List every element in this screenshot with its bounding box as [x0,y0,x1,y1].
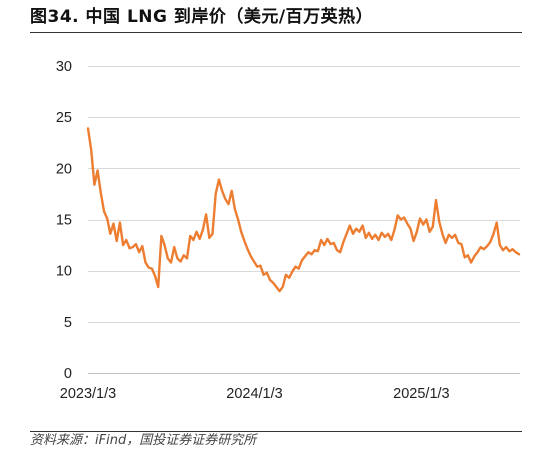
source-rule [30,431,522,432]
y-axis-tick-labels: 0 5 10 15 20 25 30 [56,59,72,382]
y-tick-label-5: 5 [64,315,72,331]
series-line [86,127,521,293]
y-tick-label-30: 30 [56,59,72,75]
x-axis-tick-labels: 2023/1/3 2024/1/3 2025/1/3 [60,386,450,402]
y-tick-label-10: 10 [56,264,72,280]
y-tick-label-20: 20 [56,161,72,177]
x-tick-label-1: 2024/1/3 [226,386,282,402]
title-rule [30,32,522,33]
x-tick-label-0: 2023/1/3 [60,386,116,402]
y-tick-label-25: 25 [56,110,72,126]
source-note: 资料来源：iFind，国投证券证券研究所 [30,433,257,448]
y-tick-label-0: 0 [64,366,72,382]
x-tick-label-2: 2025/1/3 [393,386,449,402]
chart-title: 图34. 中国 LNG 到岸价（美元/百万英热） [30,7,374,27]
y-tick-label-15: 15 [56,213,72,229]
gridlines [88,66,520,323]
